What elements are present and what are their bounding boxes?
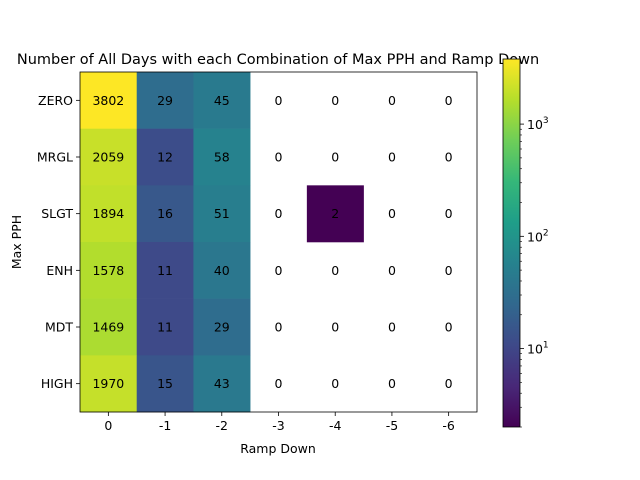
- cell-value-label: 29: [157, 93, 173, 108]
- x-axis-ticks: 0 -1 -2 -3 -4 -5 -6: [104, 412, 455, 433]
- x-tick-label: -6: [442, 418, 455, 433]
- cell-value-label: 12: [157, 150, 173, 165]
- cell-value-label: 1469: [92, 320, 124, 335]
- cell-value-label: 0: [388, 93, 396, 108]
- x-tick-label: -4: [329, 418, 342, 433]
- heatmap-cell: [193, 242, 251, 299]
- heatmap-cell: [193, 185, 251, 243]
- cell-value-label: 40: [214, 263, 230, 278]
- cell-value-label: 0: [331, 150, 339, 165]
- x-tick-label: -3: [272, 418, 284, 433]
- heatmap-cell: [80, 298, 138, 356]
- y-tick-label: SLGT: [41, 206, 73, 221]
- y-axis-label: Max PPH: [9, 215, 24, 269]
- heatmap-cell: [306, 185, 364, 243]
- cell-value-label: 0: [388, 206, 396, 221]
- chart-title: Number of All Days with each Combination…: [17, 52, 539, 68]
- cell-value-label: 58: [214, 150, 230, 165]
- heatmap-cell: [136, 185, 194, 243]
- heatmap-cell: [136, 298, 194, 356]
- y-tick-label: MRGL: [37, 150, 73, 165]
- x-axis-label: Ramp Down: [240, 441, 316, 456]
- colorbar-tick-label: 101: [527, 341, 549, 357]
- cell-value-label: 1578: [92, 263, 124, 278]
- heatmap-cell-labels: 3802 29 45 0 0 0 0 2059 12 58 0 0 0 0 1894 16 51 0 2 0 0 1578…: [92, 93, 452, 391]
- heatmap-cell: [193, 128, 251, 186]
- cell-value-label: 0: [275, 376, 283, 391]
- colorbar: [502, 58, 521, 428]
- cell-value-label: 0: [445, 263, 453, 278]
- cell-value-label: 0: [388, 320, 396, 335]
- cell-value-label: 2059: [92, 150, 124, 165]
- x-tick-label: 0: [104, 418, 112, 433]
- cell-value-label: 11: [157, 263, 173, 278]
- heatmap-cell: [80, 128, 138, 186]
- cell-value-label: 0: [388, 376, 396, 391]
- cell-value-label: 45: [214, 93, 230, 108]
- cell-value-label: 2: [331, 206, 339, 221]
- cell-value-label: 0: [275, 93, 283, 108]
- cell-value-label: 0: [445, 376, 453, 391]
- cell-value-label: 0: [275, 206, 283, 221]
- y-tick-label: ZERO: [38, 93, 73, 108]
- cell-value-label: 43: [214, 376, 230, 391]
- heatmap-cell: [136, 128, 194, 186]
- cell-value-label: 0: [445, 320, 453, 335]
- x-tick-label: -1: [159, 418, 171, 433]
- cell-value-label: 51: [214, 206, 230, 221]
- cell-value-label: 0: [388, 150, 396, 165]
- cell-value-label: 0: [331, 376, 339, 391]
- cell-value-label: 0: [275, 263, 283, 278]
- x-tick-label: -5: [386, 418, 398, 433]
- y-tick-label: ENH: [46, 263, 73, 278]
- cell-value-label: 1894: [92, 206, 124, 221]
- y-axis-ticks: ZERO MRGL SLGT ENH MDT HIGH: [37, 93, 80, 391]
- heatmap-cell: [193, 355, 251, 413]
- cell-value-label: 0: [275, 320, 283, 335]
- cell-value-label: 16: [157, 206, 173, 221]
- heatmap-cell: [136, 355, 194, 413]
- heatmap-cells: [80, 72, 364, 413]
- y-tick-label: MDT: [45, 320, 73, 335]
- cell-value-label: 3802: [92, 93, 124, 108]
- cell-value-label: 0: [445, 206, 453, 221]
- x-tick-label: -2: [216, 418, 228, 433]
- colorbar-ticks: 101 102 103: [520, 116, 549, 428]
- heatmap-cell: [193, 72, 251, 129]
- cell-value-label: 11: [157, 320, 173, 335]
- cell-value-label: 0: [331, 93, 339, 108]
- cell-value-label: 0: [445, 93, 453, 108]
- heatmap-cell: [80, 242, 138, 299]
- cell-value-label: 15: [157, 376, 173, 391]
- cell-value-label: 0: [331, 263, 339, 278]
- cell-value-label: 0: [388, 263, 396, 278]
- cell-value-label: 1970: [92, 376, 124, 391]
- colorbar-tick-label: 102: [527, 228, 549, 244]
- heatmap-cell: [80, 355, 138, 413]
- heatmap-cell: [193, 298, 251, 356]
- cell-value-label: 0: [331, 320, 339, 335]
- cell-value-label: 0: [445, 150, 453, 165]
- colorbar-tick-label: 103: [527, 116, 549, 132]
- y-tick-label: HIGH: [41, 376, 73, 391]
- heatmap-cell: [136, 242, 194, 299]
- heatmap-cell: [80, 72, 138, 129]
- cell-value-label: 0: [275, 150, 283, 165]
- heatmap-cell: [136, 72, 194, 129]
- heatmap-cell: [80, 185, 138, 243]
- cell-value-label: 29: [214, 320, 230, 335]
